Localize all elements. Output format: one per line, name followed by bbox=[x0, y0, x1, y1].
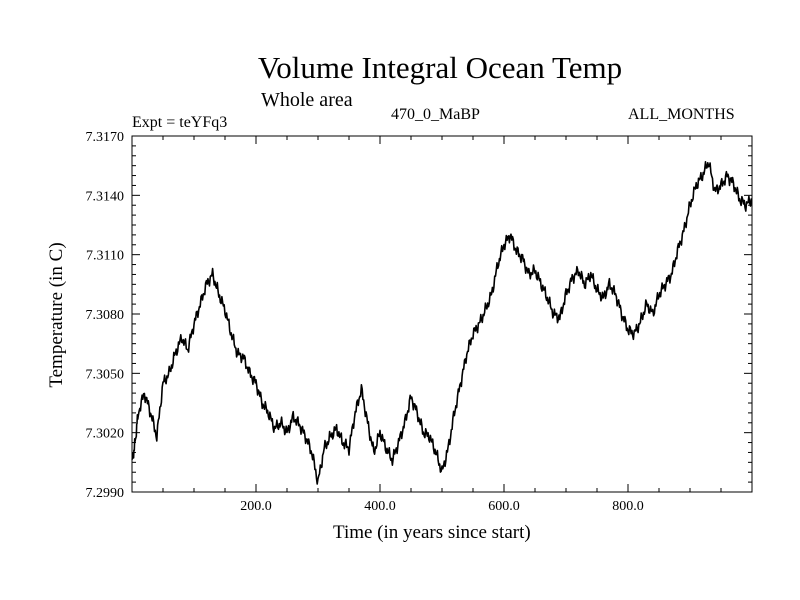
y-tick-label: 7.3050 bbox=[86, 367, 125, 382]
y-tick-label: 7.2990 bbox=[86, 486, 125, 501]
x-tick-label: 600.0 bbox=[488, 499, 520, 514]
y-tick-label: 7.3140 bbox=[86, 189, 125, 204]
y-tick-label: 7.3170 bbox=[86, 130, 125, 145]
chart-subtitle: Whole area bbox=[261, 89, 353, 111]
axis-ticks bbox=[132, 136, 752, 492]
season-label: ALL_MONTHS bbox=[628, 106, 735, 123]
x-tick-label: 400.0 bbox=[364, 499, 396, 514]
chart-title: Volume Integral Ocean Temp bbox=[257, 50, 623, 85]
temperature-series-line bbox=[131, 161, 753, 485]
y-tick-label: 7.3080 bbox=[86, 308, 125, 323]
x-tick-label: 200.0 bbox=[240, 499, 272, 514]
experiment-label: Expt = teYFq3 bbox=[132, 114, 228, 131]
axis-tick-labels: 200.0 400.0 600.0 800.0 7.2990 7.3020 7.3050 7.… bbox=[86, 130, 644, 514]
y-tick-label: 7.3110 bbox=[86, 249, 124, 264]
x-tick-label: 800.0 bbox=[612, 499, 644, 514]
period-label: 470_0_MaBP bbox=[391, 106, 480, 123]
y-tick-label: 7.3020 bbox=[86, 427, 125, 442]
x-axis-label: Time (in years since start) bbox=[333, 522, 531, 543]
